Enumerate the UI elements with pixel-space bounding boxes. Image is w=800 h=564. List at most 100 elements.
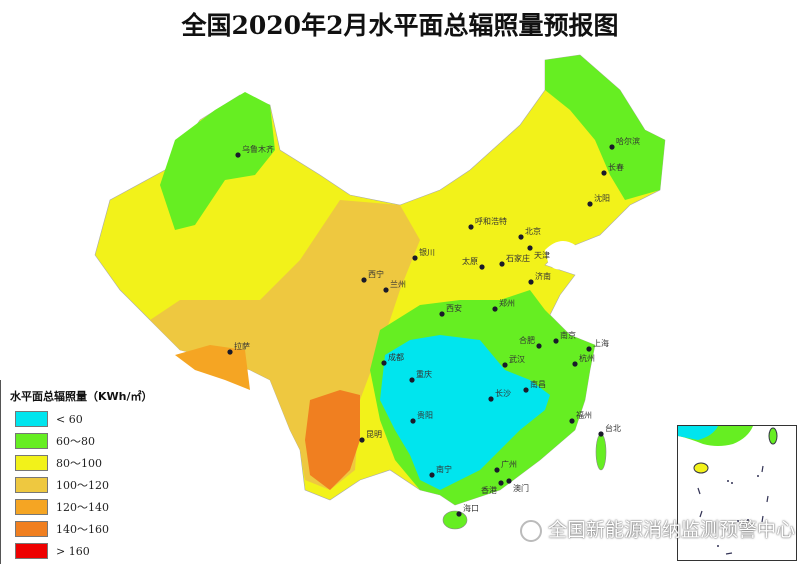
- legend-item: 140～160: [10, 518, 180, 540]
- city-label: 成都: [388, 352, 404, 362]
- city-label: 长春: [608, 162, 624, 172]
- city-label: 南宁: [436, 464, 452, 474]
- city: 南宁: [429, 464, 452, 478]
- city: 天津: [527, 245, 550, 260]
- city-dot: [410, 418, 416, 424]
- hainan-island: [442, 510, 468, 530]
- city-label: 昆明: [366, 430, 382, 439]
- city-label: 郑州: [499, 298, 515, 308]
- city-label: 武汉: [509, 354, 525, 364]
- city: 太原: [462, 256, 485, 270]
- city: 长沙: [488, 388, 511, 402]
- region-below-60: [380, 335, 550, 490]
- city-label: 拉萨: [234, 341, 250, 351]
- city-dot: [553, 338, 559, 344]
- city-label: 合肥: [519, 335, 535, 345]
- legend-item: 60～80: [10, 430, 180, 452]
- watermark-text: 全国新能源消纳监测预警中心: [548, 519, 796, 541]
- city: 合肥: [519, 335, 542, 349]
- city-label: 南昌: [530, 379, 546, 389]
- city: 西宁: [361, 269, 384, 283]
- city: 哈尔滨: [609, 136, 640, 150]
- city-dot: [409, 377, 415, 383]
- city-label: 台北: [605, 423, 621, 433]
- city-label: 澳门: [513, 483, 529, 493]
- city-dot: [528, 279, 534, 285]
- city: 长春: [601, 162, 624, 176]
- city-dot: [381, 360, 387, 366]
- city-label: 沈阳: [594, 193, 610, 203]
- legend-label: > 160: [56, 544, 90, 558]
- legend-item: 100～120: [10, 474, 180, 496]
- legend: 水平面总辐照量（KWh/㎡） < 60 60～80 80～100 100～120 120…: [10, 388, 180, 562]
- watermark: 全国新能源消纳监测预警中心: [520, 515, 795, 542]
- legend-item: 80～100: [10, 452, 180, 474]
- region-60-80-northeast: [545, 55, 665, 200]
- city-dot: [609, 144, 615, 150]
- city-label: 济南: [535, 271, 551, 281]
- city-label: 上海: [593, 338, 609, 348]
- legend-label: 80～100: [56, 457, 102, 470]
- legend-swatch: [15, 455, 48, 471]
- legend-label: 140～160: [56, 523, 109, 536]
- city-dot: [569, 418, 575, 424]
- city-label: 广州: [501, 459, 517, 469]
- frame-border: [0, 380, 1, 564]
- city: 昆明: [359, 430, 382, 443]
- city-dot: [235, 152, 241, 158]
- legend-label: 120～140: [56, 501, 109, 514]
- city: 乌鲁木齐: [235, 144, 274, 158]
- city: 福州: [569, 411, 592, 424]
- city: 兰州: [383, 279, 406, 293]
- city: 贵阳: [410, 410, 433, 424]
- city-dot: [479, 264, 485, 270]
- south-china-sea-inset: [677, 425, 797, 561]
- city: 北京: [518, 226, 541, 240]
- city-dot: [527, 245, 533, 251]
- city: 银川: [412, 247, 435, 261]
- city-dot: [227, 349, 233, 355]
- city-dot: [518, 234, 524, 240]
- city-dot: [536, 343, 542, 349]
- city: 南京: [553, 330, 576, 344]
- city-label: 福州: [576, 411, 592, 420]
- city-dot: [492, 306, 498, 312]
- city-label: 乌鲁木齐: [242, 144, 274, 154]
- city-dot: [498, 480, 504, 486]
- city: 拉萨: [227, 341, 250, 355]
- taiwan-island: [595, 433, 607, 471]
- city-label: 西宁: [368, 269, 384, 279]
- city-label: 南京: [560, 330, 576, 340]
- city-label: 天津: [534, 250, 550, 260]
- city-dot: [361, 277, 367, 283]
- legend-swatch: [15, 499, 48, 515]
- city-dot: [499, 261, 505, 267]
- city-dot: [383, 287, 389, 293]
- legend-label: 100～120: [56, 479, 109, 492]
- city: 济南: [528, 271, 551, 285]
- city: 南昌: [523, 379, 546, 393]
- city-dot: [359, 437, 365, 443]
- city-dot: [506, 478, 512, 484]
- city-label: 贵阳: [417, 410, 433, 420]
- city-label: 北京: [525, 226, 541, 236]
- city-label: 西安: [446, 303, 462, 313]
- city: 成都: [381, 352, 404, 366]
- city-dot: [494, 467, 500, 473]
- city: 澳门: [506, 478, 529, 493]
- legend-rows: < 60 60～80 80～100 100～120 120～140 140～160 > 16…: [10, 408, 180, 562]
- city-dot: [456, 511, 462, 517]
- city-label: 重庆: [416, 369, 432, 379]
- bohai-sea: [545, 241, 575, 270]
- city-dot: [468, 224, 474, 230]
- legend-item: > 160: [10, 540, 180, 562]
- city: 石家庄: [499, 253, 530, 267]
- city: 重庆: [409, 369, 432, 383]
- map-title: 全国2020年2月水平面总辐照量预报图: [181, 11, 619, 40]
- city-label: 杭州: [579, 353, 595, 363]
- city-dot: [502, 362, 508, 368]
- city-label: 兰州: [390, 279, 406, 289]
- city: 郑州: [492, 298, 515, 312]
- city-dot: [598, 431, 604, 437]
- legend-swatch: [15, 433, 48, 449]
